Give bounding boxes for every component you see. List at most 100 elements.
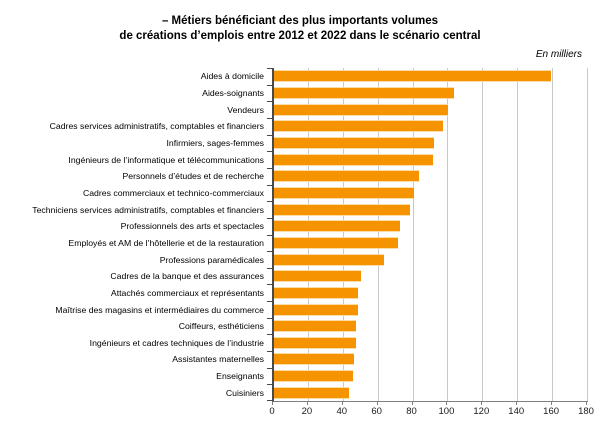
- category-label: Attachés commerciaux et représentants: [110, 287, 264, 298]
- y-tick-mark: [267, 284, 272, 286]
- category-label: Infirmiers, sages-femmes: [166, 137, 264, 148]
- y-tick-mark: [267, 351, 272, 353]
- category-label: Employés et AM de l’hôtellerie et de la …: [68, 237, 264, 248]
- y-tick-mark: [267, 334, 272, 336]
- y-tick-mark: [267, 167, 272, 169]
- bar-row: [274, 235, 588, 252]
- gridline: [552, 68, 554, 401]
- bar-row: [274, 151, 588, 168]
- y-tick-mark: [267, 267, 272, 269]
- gridline: [342, 68, 344, 401]
- y-tick-mark: [267, 134, 272, 136]
- unit-label: En milliers: [535, 49, 582, 60]
- gridline: [412, 68, 414, 401]
- bar: [274, 204, 411, 215]
- bar: [274, 121, 444, 132]
- y-tick-mark: [267, 184, 272, 186]
- gridline: [377, 68, 379, 401]
- bar: [274, 154, 433, 165]
- plot-area: [267, 68, 588, 402]
- gridline: [307, 68, 309, 401]
- category-label: Cadres de la banque et des assurances: [110, 271, 264, 282]
- category-label: Ingénieurs de l’informatique et télécomm…: [68, 154, 264, 165]
- x-tick-label: 80: [406, 406, 417, 417]
- category-label: Aides-soignants: [202, 87, 264, 98]
- bar-row: [274, 68, 588, 85]
- y-tick-mark: [267, 84, 272, 86]
- bar: [274, 287, 358, 298]
- y-tick-mark: [267, 384, 272, 386]
- bar: [274, 87, 454, 98]
- x-tick-mark: [411, 402, 413, 405]
- bar: [274, 171, 419, 182]
- category-label: Assistantes maternelles: [172, 354, 264, 365]
- bar: [274, 271, 362, 282]
- y-tick-mark: [267, 151, 272, 153]
- y-tick-mark: [267, 301, 272, 303]
- gridline: [517, 68, 519, 401]
- bar: [274, 221, 400, 232]
- category-label: Ingénieurs et cadres techniques de l’ind…: [89, 337, 264, 348]
- chart-title: – Métiers bénéficiant des plus important…: [0, 14, 600, 44]
- bar-row: [274, 218, 588, 235]
- x-tick-label: 20: [301, 406, 313, 417]
- y-tick-mark: [267, 317, 272, 319]
- chart-title-line1: – Métiers bénéficiant des plus important…: [161, 15, 439, 27]
- bar-row: [274, 168, 588, 185]
- category-label: Personnels d’études et de recherche: [122, 171, 264, 182]
- category-label: Professions paramédicales: [159, 254, 264, 265]
- y-tick-mark: [267, 101, 272, 103]
- bar: [274, 71, 552, 82]
- bar: [274, 371, 353, 382]
- x-tick-mark: [551, 402, 553, 405]
- bar-row: [274, 251, 588, 268]
- x-tick-label: 40: [336, 406, 348, 417]
- bar-row: [274, 301, 588, 318]
- gridline: [447, 68, 449, 401]
- bar-row: [274, 135, 588, 152]
- bar: [274, 237, 398, 248]
- category-label: Maîtrise des magasins et intermédiaires …: [55, 304, 264, 315]
- x-axis: 0 20 40 60 80 100 120 140 160 180: [269, 402, 594, 424]
- bars-container: [274, 68, 588, 401]
- x-tick-mark: [272, 402, 273, 405]
- x-tick-label: 160: [543, 406, 560, 417]
- x-tick-mark: [341, 402, 343, 405]
- bar-row: [274, 351, 588, 368]
- bar-row: [274, 185, 588, 202]
- bar: [274, 187, 414, 198]
- x-tick-label: 120: [473, 406, 490, 417]
- x-tick-label: 140: [508, 406, 525, 417]
- category-label: Enseignants: [216, 371, 264, 382]
- x-tick-mark: [306, 402, 308, 405]
- bar-row: [274, 368, 588, 385]
- y-tick-mark: [267, 117, 272, 119]
- category-label: Techniciens services administratifs, com…: [32, 204, 264, 215]
- x-tick-label: 100: [438, 406, 455, 417]
- bar-row: [274, 384, 588, 401]
- x-tick-label: 0: [269, 406, 275, 417]
- bar: [274, 104, 449, 115]
- bar-row: [274, 85, 588, 102]
- category-label: Cuisiniers: [225, 387, 264, 398]
- category-label: Professionnels des arts et spectacles: [120, 221, 264, 232]
- y-tick-mark: [267, 400, 272, 401]
- x-tick-mark: [376, 402, 378, 405]
- bar-row: [274, 335, 588, 352]
- gridline: [587, 68, 588, 401]
- x-tick-mark: [586, 402, 587, 405]
- bar: [274, 354, 355, 365]
- chart-title-line2: de créations d’emplois entre 2012 et 202…: [119, 30, 481, 42]
- category-label: Cadres services administratifs, comptabl…: [49, 121, 264, 132]
- category-label: Vendeurs: [227, 104, 264, 115]
- bar-row: [274, 201, 588, 218]
- bar: [274, 321, 356, 332]
- gridline: [482, 68, 484, 401]
- x-tick-label: 180: [578, 406, 594, 417]
- y-tick-mark: [267, 367, 272, 369]
- bar-row: [274, 268, 588, 285]
- category-labels: Aides à domicile Aides-soignants Vendeurs C…: [0, 68, 266, 401]
- x-tick-mark: [516, 402, 518, 405]
- bar: [274, 254, 384, 265]
